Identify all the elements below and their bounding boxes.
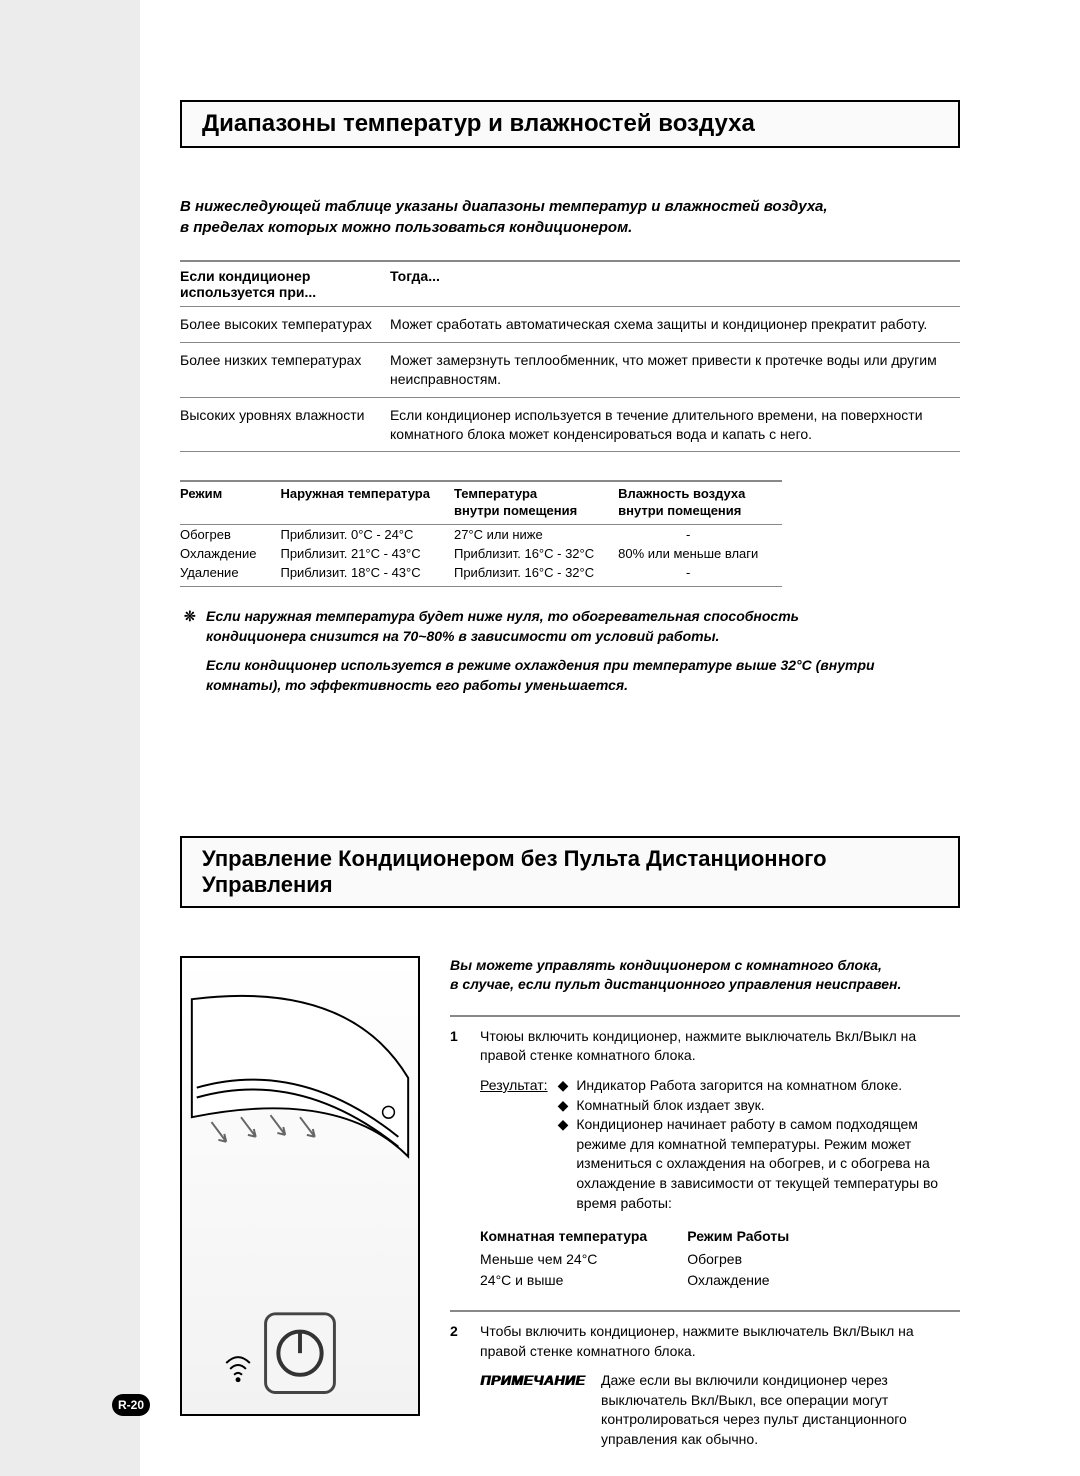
bullet-1: Индикатор Работа загорится на комнатном … bbox=[576, 1076, 902, 1096]
section1-note2: Если кондиционер используется в режиме о… bbox=[180, 656, 960, 695]
section1-note1: ❊ Если наружная температура будет ниже н… bbox=[180, 607, 960, 646]
asterisk-icon: ❊ bbox=[184, 607, 196, 627]
section2-title: Управление Кондиционером без Пульта Дист… bbox=[202, 846, 938, 898]
page-number-badge: R-20 bbox=[112, 1394, 150, 1416]
modes-r3-out: Приблизит. 18°C - 43°C bbox=[280, 563, 454, 587]
bullet-item: ◆ Индикатор Работа загорится на комнатном… bbox=[558, 1076, 960, 1096]
table-row: Меньше чем 24°C Обогрев bbox=[480, 1249, 829, 1271]
step-2-text: Чтобы включить кондиционер, нажмите выкл… bbox=[480, 1323, 914, 1359]
bullet-item: ◆ Комнатный блок издает звук. bbox=[558, 1096, 960, 1116]
text-column: Вы можете управлять кондиционером с комн… bbox=[450, 956, 960, 1450]
sidebar-strip bbox=[0, 0, 140, 1476]
step-2-number: 2 bbox=[450, 1322, 466, 1361]
table-row: 24°C и выше Охлаждение bbox=[480, 1270, 829, 1292]
s2-intro-l1: Вы можете управлять кондиционером с комн… bbox=[450, 957, 882, 973]
section2-intro: Вы можете управлять кондиционером с комн… bbox=[450, 956, 960, 995]
modes-r1-mode: Обогрев bbox=[180, 525, 280, 545]
diamond-icon: ◆ bbox=[558, 1115, 569, 1213]
room-r1c1: Меньше чем 24°C bbox=[480, 1249, 687, 1271]
section1-title: Диапазоны температур и влажностей воздух… bbox=[202, 110, 938, 138]
figure-column bbox=[180, 956, 420, 1450]
modes-r3-mode: Удаление bbox=[180, 563, 280, 587]
modes-r3-int: Приблизит. 16°C - 32°C bbox=[454, 563, 618, 587]
room-h2: Режим Работы bbox=[687, 1225, 829, 1249]
room-r2c2: Охлаждение bbox=[687, 1270, 829, 1292]
cond-r2c2: Может замерзнуть теплообменник, что може… bbox=[390, 342, 960, 397]
section1-title-box: Диапазоны температур и влажностей воздух… bbox=[180, 100, 960, 148]
cond-header-2: Тогда... bbox=[390, 261, 960, 307]
page-content: Диапазоны температур и влажностей воздух… bbox=[180, 0, 960, 1449]
table-row: Высоких уровнях влажности Если кондицион… bbox=[180, 397, 960, 452]
modes-h-mode: Режим bbox=[180, 481, 280, 524]
room-r1c2: Обогрев bbox=[687, 1249, 829, 1271]
modes-h-indoor-t: Температура внутри помещения bbox=[454, 481, 618, 524]
diamond-icon: ◆ bbox=[558, 1076, 569, 1096]
modes-r1-out: Приблизит. 0°C - 24°C bbox=[280, 525, 454, 545]
bullet-item: ◆Кондиционер начинает работу в самом под… bbox=[558, 1115, 960, 1213]
note-text: Даже если вы включили кондиционер через … bbox=[601, 1371, 960, 1449]
modes-r2-mode: Охлаждение bbox=[180, 544, 280, 563]
step-1-text: Чтоюы включить кондиционер, нажмите выкл… bbox=[480, 1028, 916, 1064]
note1-l1: Если наружная температура будет ниже нул… bbox=[206, 608, 799, 624]
table-row: Охлаждение Приблизит. 21°C - 43°C Прибли… bbox=[180, 544, 782, 563]
cond-r3c1: Высоких уровнях влажности bbox=[180, 397, 390, 452]
step-1: 1 Чтоюы включить кондиционер, нажмите вы… bbox=[450, 1015, 960, 1066]
note1-l2: кондиционера снизится на 70~80% в зависи… bbox=[206, 628, 719, 644]
modes-r3-inh: - bbox=[618, 563, 782, 587]
note-label: ПРИМЕЧАНИЕ bbox=[480, 1371, 585, 1449]
s2-intro-l2: в случае, если пульт дистанционного упра… bbox=[450, 976, 901, 992]
modes-r2-out: Приблизит. 21°C - 43°C bbox=[280, 544, 454, 563]
modes-h-indoor-h: Влажность воздуха внутри помещения bbox=[618, 481, 782, 524]
cond-header-1: Если кондиционер используется при... bbox=[180, 261, 390, 307]
cond-r2c1: Более низких температурах bbox=[180, 342, 390, 397]
room-h1: Комнатная температура bbox=[480, 1225, 687, 1249]
modes-r2-inh: 80% или меньше влаги bbox=[618, 544, 782, 563]
intro-line1: В нижеследующей таблице указаны диапазон… bbox=[180, 198, 828, 215]
section2-body: Вы можете управлять кондиционером с комн… bbox=[180, 956, 960, 1450]
table-row: Более низких температурах Может замерзну… bbox=[180, 342, 960, 397]
table-row: Более высоких температурах Может сработа… bbox=[180, 307, 960, 343]
section2-title-box: Управление Кондиционером без Пульта Дист… bbox=[180, 836, 960, 908]
modes-r1-int: 27°C или ниже bbox=[454, 525, 618, 545]
table-row: Удаление Приблизит. 18°C - 43°C Приблизи… bbox=[180, 563, 782, 587]
modes-h-outdoor: Наружная температура bbox=[280, 481, 454, 524]
cond-h1-l1: Если кондиционер bbox=[180, 268, 310, 284]
step-1-body: Чтоюы включить кондиционер, нажмите выкл… bbox=[480, 1027, 960, 1066]
step-2-body: Чтобы включить кондиционер, нажмите выкл… bbox=[480, 1322, 960, 1361]
step-1-number: 1 bbox=[450, 1027, 466, 1066]
modes-h-it-l1: Температура bbox=[454, 486, 537, 501]
table-row: Обогрев Приблизит. 0°C - 24°C 27°C или н… bbox=[180, 525, 782, 545]
result-bullets: ◆ Индикатор Работа загорится на комнатном… bbox=[558, 1076, 960, 1213]
result-label: Результат: bbox=[480, 1076, 548, 1213]
section1-intro: В нижеследующей таблице указаны диапазон… bbox=[180, 196, 960, 238]
unit-illustration-icon bbox=[182, 958, 418, 1414]
modes-h-ih-l1: Влажность воздуха bbox=[618, 486, 745, 501]
bullet-2: Комнатный блок издает звук. bbox=[576, 1096, 764, 1116]
note-row: ПРИМЕЧАНИЕ Даже если вы включили кондици… bbox=[450, 1371, 960, 1449]
note2-l1: Если кондиционер используется в режиме о… bbox=[206, 657, 875, 673]
cond-r1c2: Может сработать автоматическая схема защ… bbox=[390, 307, 960, 343]
room-r2c1: 24°C и выше bbox=[480, 1270, 687, 1292]
intro-line2: в пределах которых можно пользоваться ко… bbox=[180, 219, 632, 236]
modes-h-ih-l2: внутри помещения bbox=[618, 503, 741, 518]
step-2: 2 Чтобы включить кондиционер, нажмите вы… bbox=[450, 1310, 960, 1361]
note2-l2: комнаты), то эффективность его работы ум… bbox=[206, 677, 628, 693]
diamond-icon: ◆ bbox=[558, 1096, 569, 1116]
modes-r1-inh: - bbox=[618, 525, 782, 545]
room-temp-table: Комнатная температура Режим Работы Меньш… bbox=[480, 1225, 829, 1292]
conditions-table: Если кондиционер используется при... Тог… bbox=[180, 260, 960, 452]
cond-h1-l2: используется при... bbox=[180, 284, 316, 300]
indoor-unit-figure bbox=[180, 956, 420, 1416]
modes-table: Режим Наружная температура Температура в… bbox=[180, 480, 782, 587]
result-row: Результат: ◆ Индикатор Работа загорится н… bbox=[450, 1076, 960, 1213]
modes-r2-int: Приблизит. 16°C - 32°C bbox=[454, 544, 618, 563]
cond-r1c1: Более высоких температурах bbox=[180, 307, 390, 343]
bullet-3: Кондиционер начинает работу в самом подх… bbox=[576, 1115, 960, 1213]
modes-h-it-l2: внутри помещения bbox=[454, 503, 577, 518]
cond-r3c2: Если кондиционер используется в течение … bbox=[390, 397, 960, 452]
